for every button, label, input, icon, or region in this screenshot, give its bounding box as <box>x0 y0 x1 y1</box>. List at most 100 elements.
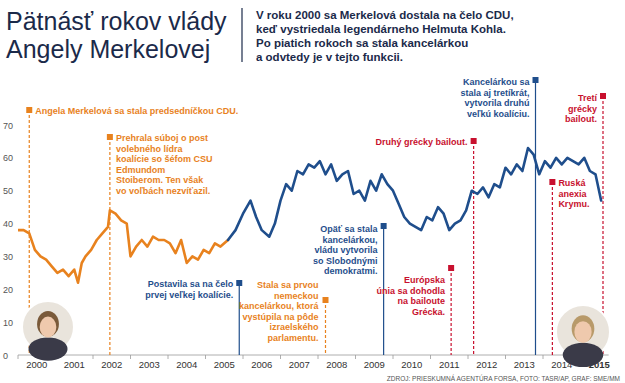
series-line <box>18 210 228 282</box>
annotation-text: veľkú koalíciu. <box>467 109 530 119</box>
annotation-text: únia sa dohodla <box>377 286 447 296</box>
x-tick <box>93 355 94 359</box>
annotation-text: bailout. <box>565 114 597 124</box>
x-tick-label: 2006 <box>251 359 272 370</box>
x-tick-label: 2005 <box>214 359 235 370</box>
annotation-text: Edmundom <box>116 165 166 175</box>
x-tick <box>468 355 469 359</box>
annotation-text: nemeckou <box>274 291 319 301</box>
annotation-text: Angela Merkelová sa stala predsedníčkou … <box>35 106 238 116</box>
annotation-text: Opäť sa stala <box>320 224 378 234</box>
divider <box>241 8 242 62</box>
y-tick-label: 60 <box>3 153 13 163</box>
x-tick-label: 2003 <box>139 359 160 370</box>
annotation-text: vystúpila na pôde <box>242 312 318 322</box>
annotation-line <box>325 300 326 355</box>
x-tick-label: 2013 <box>514 359 535 370</box>
y-tick-label: 10 <box>3 318 13 328</box>
chart: Pätnásť rokov vládyAngely Merkelovej V ro… <box>0 0 625 383</box>
title: Pätnásť rokov vlády <box>6 7 227 35</box>
x-tick <box>318 355 319 359</box>
x-tick-label: 2011 <box>439 359 459 370</box>
annotation-text: prvej veľkej koalície. <box>145 290 233 300</box>
annotation-text: grécky <box>568 104 597 114</box>
x-tick <box>543 355 544 359</box>
x-tick <box>130 355 131 359</box>
x-tick-label: 2012 <box>476 359 497 370</box>
annotation-text: Európska <box>404 275 446 285</box>
source: ZDROJ: PRIESKUMNÁ AGENTÚRA FORSA, FOTO: … <box>387 374 620 382</box>
annotation-marker <box>471 138 477 144</box>
annotation-text: izraelského <box>269 322 319 332</box>
annotation-text: Grécka. <box>412 307 445 317</box>
annotation-text: so Slobodnými <box>313 256 378 266</box>
x-tick <box>430 355 431 359</box>
subtitle: keď vystriedala legendárneho Helmuta Koh… <box>256 23 506 35</box>
x-tick <box>393 355 394 359</box>
y-tick-label: 20 <box>3 285 13 295</box>
x-tick-label: 2002 <box>101 359 122 370</box>
annotation-text: Stala sa prvou <box>257 280 319 290</box>
annotation-marker <box>381 223 387 229</box>
annotation-text: kancelárkou, ktorá <box>239 301 320 311</box>
y-tick-label: 0 <box>3 351 8 361</box>
annotation-text: koalície so šéfom CSU <box>116 154 213 164</box>
x-tick <box>18 355 19 359</box>
annotation-text: na bailoute <box>398 296 446 306</box>
y-tick-label: 40 <box>3 219 13 229</box>
annotation-text: Druhý grécky bailout. <box>376 137 468 147</box>
annotation-text: demokratmi. <box>324 266 378 276</box>
annotation-marker <box>549 179 555 185</box>
portrait <box>556 305 610 367</box>
annotation-text: vládu vytvorila <box>315 245 379 255</box>
annotation-line <box>535 80 536 355</box>
annotation-text: volebného lídra <box>116 144 184 154</box>
y-tick-label: 70 <box>3 121 13 131</box>
x-tick-label: 2004 <box>176 359 197 370</box>
annotation-marker <box>107 134 113 140</box>
subtitle: V roku 2000 sa Merkelová dostala na čelo… <box>256 9 514 21</box>
x-tick-label: 2009 <box>364 359 385 370</box>
annotation-marker <box>26 107 32 113</box>
annotation-marker <box>533 77 539 83</box>
annotation-text: vo voľbách nezvíťazil. <box>116 186 210 196</box>
annotation-line <box>239 283 240 355</box>
annotation-line <box>552 182 553 355</box>
annotation-line <box>473 141 474 355</box>
x-tick-label: 2010 <box>401 359 422 370</box>
title: Angely Merkelovej <box>6 35 210 63</box>
series-line <box>228 148 601 240</box>
portrait-body <box>29 337 68 360</box>
annotation-marker <box>600 93 606 99</box>
annotation-marker <box>323 297 329 303</box>
x-tick-label: 2001 <box>64 359 85 370</box>
y-tick-label: 30 <box>3 252 13 262</box>
annotation-line <box>451 268 452 355</box>
portrait-hair <box>37 311 59 337</box>
x-axis-line <box>18 355 609 356</box>
annotation-text: parlamentu. <box>267 333 318 343</box>
portrait <box>22 301 74 361</box>
x-tick <box>168 355 169 359</box>
portrait-face <box>40 317 57 338</box>
x-tick-label: 2007 <box>289 359 310 370</box>
annotation-text: vytvorila druhú <box>464 98 529 108</box>
x-tick <box>280 355 281 359</box>
series-group <box>18 148 601 283</box>
annotation-text: kancelárkou, <box>323 235 378 245</box>
annotation-text: Tretí <box>578 93 598 103</box>
portrait-face <box>574 321 591 343</box>
annotation-line <box>109 137 110 355</box>
y-tick-label: 50 <box>3 186 13 196</box>
portrait-body <box>563 343 604 367</box>
x-tick-label: 2000 <box>26 359 47 370</box>
annotation-text: anexia <box>558 189 587 199</box>
annotation-text: stala aj tretíkrát, <box>460 88 529 98</box>
x-tick <box>243 355 244 359</box>
annotation-text: Ruská <box>558 178 586 188</box>
annotation-text: Kancelárkou sa <box>463 77 531 87</box>
annotation-text: Prehrala súboj o post <box>116 133 208 143</box>
subtitle: Po piatich rokoch sa stala kancelárkou <box>256 37 468 49</box>
annotation-text: Krymu. <box>558 199 589 209</box>
annotation-marker <box>236 280 242 286</box>
